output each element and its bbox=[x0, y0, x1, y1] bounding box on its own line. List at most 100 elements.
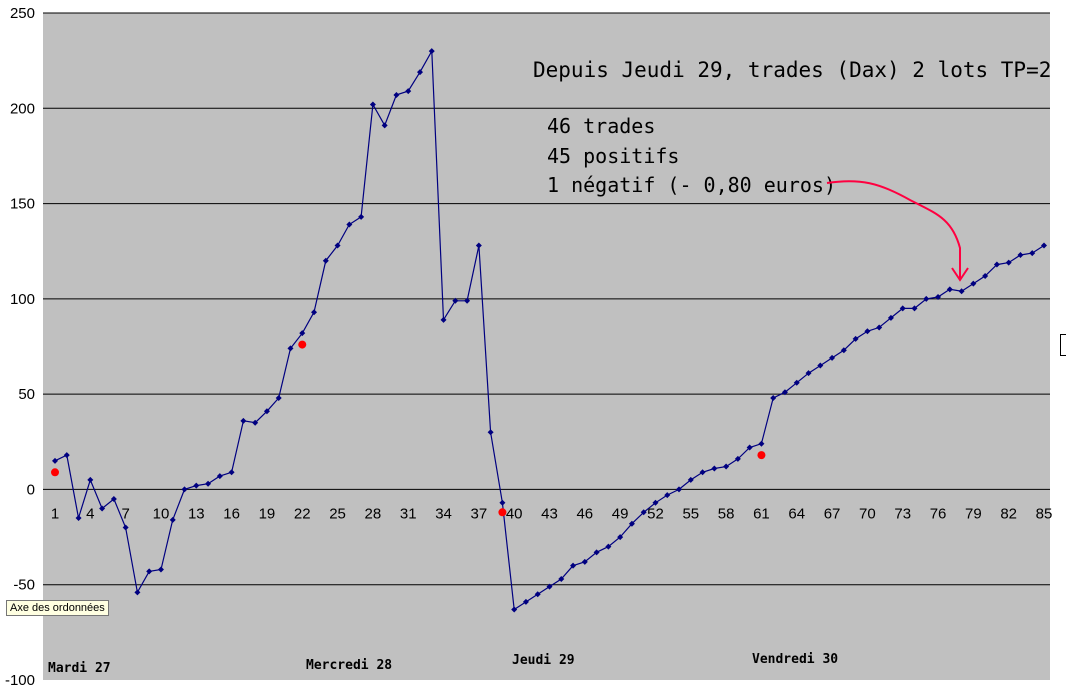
edge-handle bbox=[1060, 334, 1066, 356]
data-point bbox=[334, 242, 341, 249]
data-point bbox=[381, 122, 388, 129]
data-point bbox=[581, 558, 588, 565]
x-tick-label: 22 bbox=[294, 505, 311, 522]
data-point bbox=[240, 417, 247, 424]
data-point bbox=[640, 509, 647, 516]
data-point bbox=[982, 272, 989, 279]
x-tick-label: 28 bbox=[365, 505, 382, 522]
data-point bbox=[428, 48, 435, 55]
x-tick-label: 58 bbox=[718, 505, 735, 522]
data-point bbox=[864, 328, 871, 335]
y-tick-label: -100 bbox=[5, 672, 35, 688]
plot-area[interactable] bbox=[43, 13, 1050, 680]
x-tick-label: 7 bbox=[121, 505, 129, 522]
data-point bbox=[75, 515, 82, 522]
data-point bbox=[157, 566, 164, 573]
x-tick-label: 70 bbox=[859, 505, 876, 522]
data-point bbox=[558, 575, 565, 582]
x-tick-label: 73 bbox=[894, 505, 911, 522]
data-point bbox=[546, 583, 553, 590]
data-point bbox=[287, 345, 294, 352]
data-point bbox=[263, 408, 270, 415]
series-markers bbox=[52, 48, 1047, 613]
data-point bbox=[664, 492, 671, 499]
data-point bbox=[699, 469, 706, 476]
x-tick-label: 40 bbox=[506, 505, 523, 522]
data-point bbox=[99, 505, 106, 512]
data-point bbox=[935, 293, 942, 300]
data-point bbox=[876, 324, 883, 331]
data-point bbox=[193, 482, 200, 489]
data-point bbox=[899, 305, 906, 312]
data-point bbox=[723, 463, 730, 470]
annotation-title: Depuis Jeudi 29, trades (Dax) 2 lots TP=… bbox=[533, 58, 1051, 82]
data-point bbox=[1029, 250, 1036, 257]
data-point bbox=[946, 286, 953, 293]
x-tick-label: 13 bbox=[188, 505, 205, 522]
x-tick-label: 10 bbox=[153, 505, 170, 522]
data-point bbox=[758, 440, 765, 447]
data-point bbox=[617, 534, 624, 541]
day-label-vendredi: Vendredi 30 bbox=[752, 652, 838, 667]
x-tick-label: 1 bbox=[51, 505, 59, 522]
annotation-arrowhead bbox=[951, 267, 969, 282]
x-tick-label: 31 bbox=[400, 505, 417, 522]
data-point bbox=[416, 69, 423, 76]
y-tick-label: 250 bbox=[10, 5, 35, 22]
red-markers bbox=[51, 340, 766, 517]
y-tick-label: 200 bbox=[10, 100, 35, 117]
data-point bbox=[369, 101, 376, 108]
x-tick-label: 79 bbox=[965, 505, 982, 522]
data-point bbox=[346, 221, 353, 228]
data-point bbox=[499, 499, 506, 506]
annotation-line-trades: 46 trades bbox=[547, 114, 655, 138]
x-tick-label: 61 bbox=[753, 505, 770, 522]
data-point bbox=[181, 486, 188, 493]
data-point bbox=[887, 314, 894, 321]
data-point bbox=[475, 242, 482, 249]
data-point bbox=[746, 444, 753, 451]
data-point bbox=[146, 568, 153, 575]
grid-lines bbox=[43, 12, 1050, 586]
annotation-arrow bbox=[826, 180, 961, 278]
y-tick-label: -50 bbox=[13, 577, 35, 594]
data-point bbox=[311, 309, 318, 316]
y-tick-label: 150 bbox=[10, 196, 35, 213]
y-tick-label: 50 bbox=[18, 386, 35, 403]
data-point bbox=[122, 524, 129, 531]
data-point bbox=[734, 455, 741, 462]
data-point bbox=[781, 389, 788, 396]
x-tick-label: 76 bbox=[930, 505, 947, 522]
data-point bbox=[534, 591, 541, 598]
x-tick-label: 43 bbox=[541, 505, 558, 522]
data-point bbox=[322, 257, 329, 264]
data-point bbox=[628, 520, 635, 527]
data-point bbox=[134, 589, 141, 596]
annotation-block: Depuis Jeudi 29, trades (Dax) 2 lots TP=… bbox=[533, 58, 1051, 282]
data-point bbox=[852, 335, 859, 342]
x-tick-label: 52 bbox=[647, 505, 664, 522]
x-tick-label: 49 bbox=[612, 505, 629, 522]
data-point bbox=[110, 495, 117, 502]
data-point bbox=[464, 297, 471, 304]
x-tick-label: 34 bbox=[435, 505, 452, 522]
y-axis[interactable]: -100 -50 0 50 100 150 200 250 bbox=[5, 5, 35, 688]
data-point bbox=[652, 499, 659, 506]
data-point bbox=[358, 213, 365, 220]
x-tick-label: 19 bbox=[259, 505, 276, 522]
x-axis[interactable]: 1 4 7 10 13 16 19 22 25 28 31 34 37 40 43 46 49 52 55 58 61 6… bbox=[51, 505, 1053, 522]
axis-tooltip: Axe des ordonnées bbox=[6, 600, 109, 616]
data-point bbox=[923, 295, 930, 302]
data-point bbox=[252, 419, 259, 426]
data-point bbox=[593, 549, 600, 556]
day-label-mardi: Mardi 27 bbox=[48, 661, 111, 676]
data-point bbox=[487, 429, 494, 436]
x-tick-label: 46 bbox=[576, 505, 593, 522]
x-tick-label: 4 bbox=[86, 505, 94, 522]
day-label-jeudi: Jeudi 29 bbox=[512, 653, 575, 668]
annotation-line-positifs: 45 positifs bbox=[547, 144, 679, 168]
x-tick-label: 25 bbox=[329, 505, 346, 522]
data-point bbox=[169, 516, 176, 523]
y-tick-label: 100 bbox=[10, 291, 35, 308]
